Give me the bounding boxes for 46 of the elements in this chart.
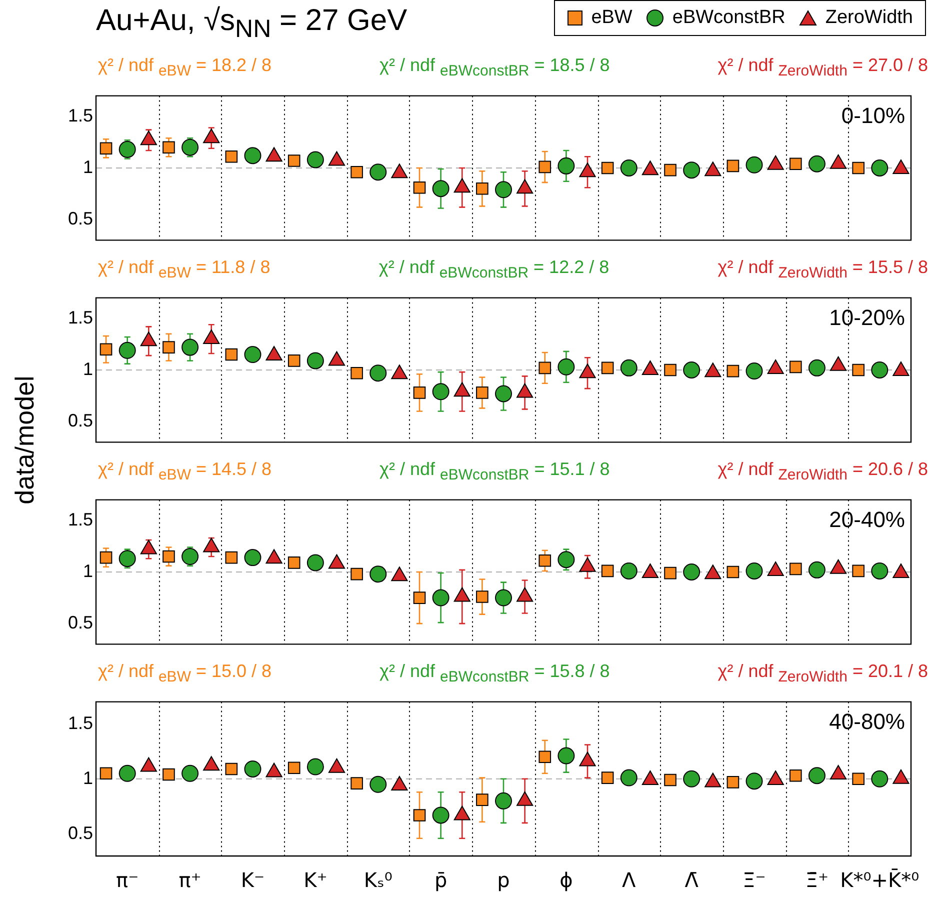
legend-label: eBWconstBR	[672, 7, 786, 29]
x-tick-label: K⁺	[304, 868, 328, 892]
text: χ² / ndf $_{eBWconstBR}$ = 18.5 / 8	[380, 54, 610, 80]
y-tick-label: 1	[82, 560, 93, 581]
text: χ² / ndf $_{ZeroWidth}$ = 27.0 / 8	[718, 54, 928, 80]
text: χ² / ndf $_{eBWconstBR}$ = 12.2 / 8	[378, 256, 610, 282]
y-tick-label: 1	[82, 156, 93, 177]
chart-subtitle: 40-80%	[829, 708, 905, 734]
chart-subtitle: 10-20%	[829, 304, 905, 330]
y-tick-label: 0.5	[68, 410, 93, 431]
y-tick-label: 1.5	[68, 509, 93, 530]
text: χ² / ndf $_{ZeroWidth}$ = 20.1 / 8	[718, 660, 928, 686]
text: χ² / ndf $_{eBW}$ = 15.0 / 8	[98, 660, 272, 686]
x-tick-label: Λ̄	[684, 868, 699, 892]
legend-label: eBW	[591, 7, 632, 29]
chart-subtitle: 0-10%	[841, 102, 905, 128]
x-tick-label: Kₛ⁰	[364, 868, 392, 892]
x-tick-label: π⁺	[178, 868, 202, 892]
y-tick-label: 1.5	[68, 105, 93, 126]
chart-subtitle: 20-40%	[829, 506, 905, 532]
text: χ² / ndf $_{eBW}$ = 11.8 / 8	[98, 256, 270, 282]
text: χ² / ndf $_{eBWconstBR}$ = 15.1 / 8	[380, 458, 610, 484]
x-tick-label: K*⁰+K̄*⁰	[840, 868, 920, 892]
x-tick-label: Λ	[622, 868, 636, 892]
x-tick-label: p	[497, 868, 510, 892]
x-tick-label: π⁻	[116, 868, 139, 892]
y-tick-label: 1.5	[68, 712, 93, 733]
x-tick-label: p̄	[434, 868, 448, 892]
y-tick-label: 0.5	[68, 208, 93, 229]
y-tick-label: 1	[82, 358, 93, 379]
y-tick-label: 1	[82, 768, 93, 788]
y-tick-label: 1.5	[68, 307, 93, 328]
x-tick-label: Ξ̄⁺	[805, 868, 829, 892]
y-tick-label: 0.5	[68, 612, 93, 633]
text: χ² / ndf $_{eBWconstBR}$ = 15.8 / 8	[380, 660, 610, 686]
legend-label: ZeroWidth	[825, 7, 913, 29]
y-tick-label: 0.5	[68, 822, 93, 843]
x-tick-label: ϕ	[560, 868, 573, 892]
chart-title: Au+Au, √s$_{NN}$ = 27 GeV	[96, 4, 408, 44]
x-tick-label: K⁻	[240, 868, 265, 892]
text: χ² / ndf $_{ZeroWidth}$ = 15.5 / 8	[718, 256, 928, 282]
text: χ² / ndf $_{ZeroWidth}$ = 20.6 / 8	[718, 458, 928, 484]
text: χ² / ndf $_{eBW}$ = 18.2 / 8	[98, 54, 272, 80]
text: χ² / ndf $_{eBW}$ = 14.5 / 8	[98, 458, 272, 484]
y-axis-title: data/model	[10, 376, 40, 504]
x-tick-label: Ξ⁻	[742, 868, 766, 892]
